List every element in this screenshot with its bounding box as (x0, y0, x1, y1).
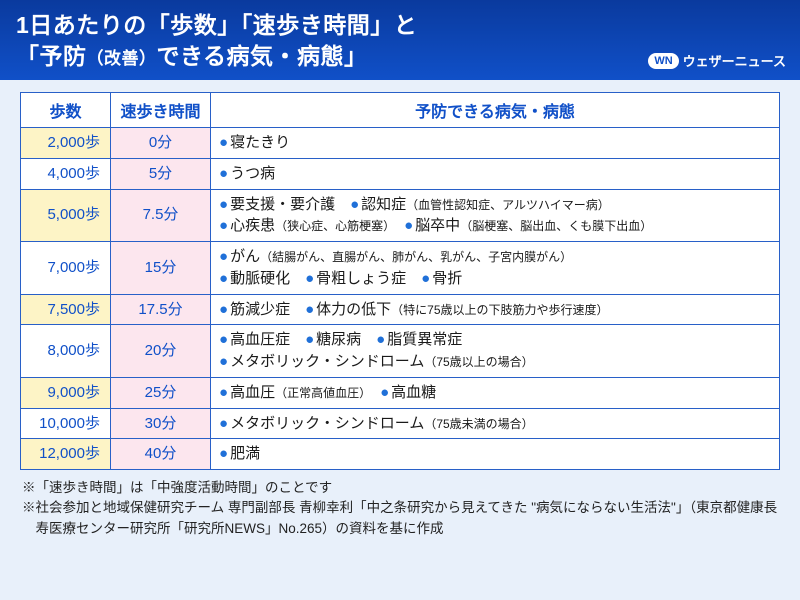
cell-disease: ●がん（結腸がん、直腸がん、肺がん、乳がん、子宮内膜がん）●動脈硬化 ●骨粗しょ… (211, 242, 780, 295)
cell-disease: ●要支援・要介護 ●認知症（血管性認知症、アルツハイマー病）●心疾患（狭心症、心… (211, 189, 780, 242)
table-row: 10,000歩30分●メタボリック・シンドローム（75歳未満の場合） (21, 408, 780, 439)
cell-disease: ●肥満 (211, 439, 780, 470)
cell-steps: 4,000歩 (21, 158, 111, 189)
logo: WN ウェザーニュース (648, 51, 786, 70)
header: 1日あたりの「歩数」「速歩き時間」と 「予防（改善）できる病気・病態」 WN ウ… (0, 0, 800, 80)
table-row: 7,000歩15分●がん（結腸がん、直腸がん、肺がん、乳がん、子宮内膜がん）●動… (21, 242, 780, 295)
title-line2c: できる病気・病態」 (157, 43, 368, 69)
table-row: 5,000歩7.5分●要支援・要介護 ●認知症（血管性認知症、アルツハイマー病）… (21, 189, 780, 242)
cell-time: 5分 (111, 158, 211, 189)
table-body: 2,000歩0分●寝たきり4,000歩5分●うつ病5,000歩7.5分●要支援・… (21, 128, 780, 470)
logo-badge: WN (648, 53, 678, 69)
cell-time: 15分 (111, 242, 211, 295)
table-row: 7,500歩17.5分●筋減少症 ●体力の低下（特に75歳以上の下肢筋力や歩行速… (21, 294, 780, 325)
content: 歩数 速歩き時間 予防できる病気・病態 2,000歩0分●寝たきり4,000歩5… (0, 80, 800, 476)
table-row: 9,000歩25分●高血圧（正常高値血圧） ●高血糖 (21, 377, 780, 408)
col-steps: 歩数 (21, 93, 111, 128)
cell-disease: ●高血圧症 ●糖尿病 ●脂質異常症●メタボリック・シンドローム（75歳以上の場合… (211, 325, 780, 378)
cell-time: 17.5分 (111, 294, 211, 325)
cell-time: 40分 (111, 439, 211, 470)
cell-time: 0分 (111, 128, 211, 159)
cell-disease: ●うつ病 (211, 158, 780, 189)
cell-disease: ●高血圧（正常高値血圧） ●高血糖 (211, 377, 780, 408)
cell-time: 25分 (111, 377, 211, 408)
col-time: 速歩き時間 (111, 93, 211, 128)
cell-steps: 7,000歩 (21, 242, 111, 295)
table-row: 8,000歩20分●高血圧症 ●糖尿病 ●脂質異常症●メタボリック・シンドローム… (21, 325, 780, 378)
table-header-row: 歩数 速歩き時間 予防できる病気・病態 (21, 93, 780, 128)
cell-disease: ●メタボリック・シンドローム（75歳未満の場合） (211, 408, 780, 439)
note-1: ※「速歩き時間」は「中強度活動時間」のことです (22, 478, 778, 498)
table-row: 4,000歩5分●うつ病 (21, 158, 780, 189)
cell-steps: 8,000歩 (21, 325, 111, 378)
title-line2a: 「予防 (16, 43, 87, 69)
cell-steps: 9,000歩 (21, 377, 111, 408)
cell-steps: 7,500歩 (21, 294, 111, 325)
cell-disease: ●寝たきり (211, 128, 780, 159)
table-row: 2,000歩0分●寝たきり (21, 128, 780, 159)
cell-steps: 10,000歩 (21, 408, 111, 439)
title-line2b: （改善） (87, 49, 157, 68)
col-disease: 予防できる病気・病態 (211, 93, 780, 128)
logo-text: ウェザーニュース (683, 51, 786, 70)
cell-time: 7.5分 (111, 189, 211, 242)
cell-steps: 2,000歩 (21, 128, 111, 159)
note-2: ※社会参加と地域保健研究チーム 専門副部長 青柳幸利「中之条研究から見えてきた … (22, 498, 778, 539)
data-table: 歩数 速歩き時間 予防できる病気・病態 2,000歩0分●寝たきり4,000歩5… (20, 92, 780, 470)
cell-steps: 5,000歩 (21, 189, 111, 242)
cell-disease: ●筋減少症 ●体力の低下（特に75歳以上の下肢筋力や歩行速度） (211, 294, 780, 325)
cell-time: 30分 (111, 408, 211, 439)
cell-time: 20分 (111, 325, 211, 378)
notes: ※「速歩き時間」は「中強度活動時間」のことです ※社会参加と地域保健研究チーム … (0, 476, 800, 539)
title-line1: 1日あたりの「歩数」「速歩き時間」と (16, 12, 417, 38)
table-row: 12,000歩40分●肥満 (21, 439, 780, 470)
cell-steps: 12,000歩 (21, 439, 111, 470)
